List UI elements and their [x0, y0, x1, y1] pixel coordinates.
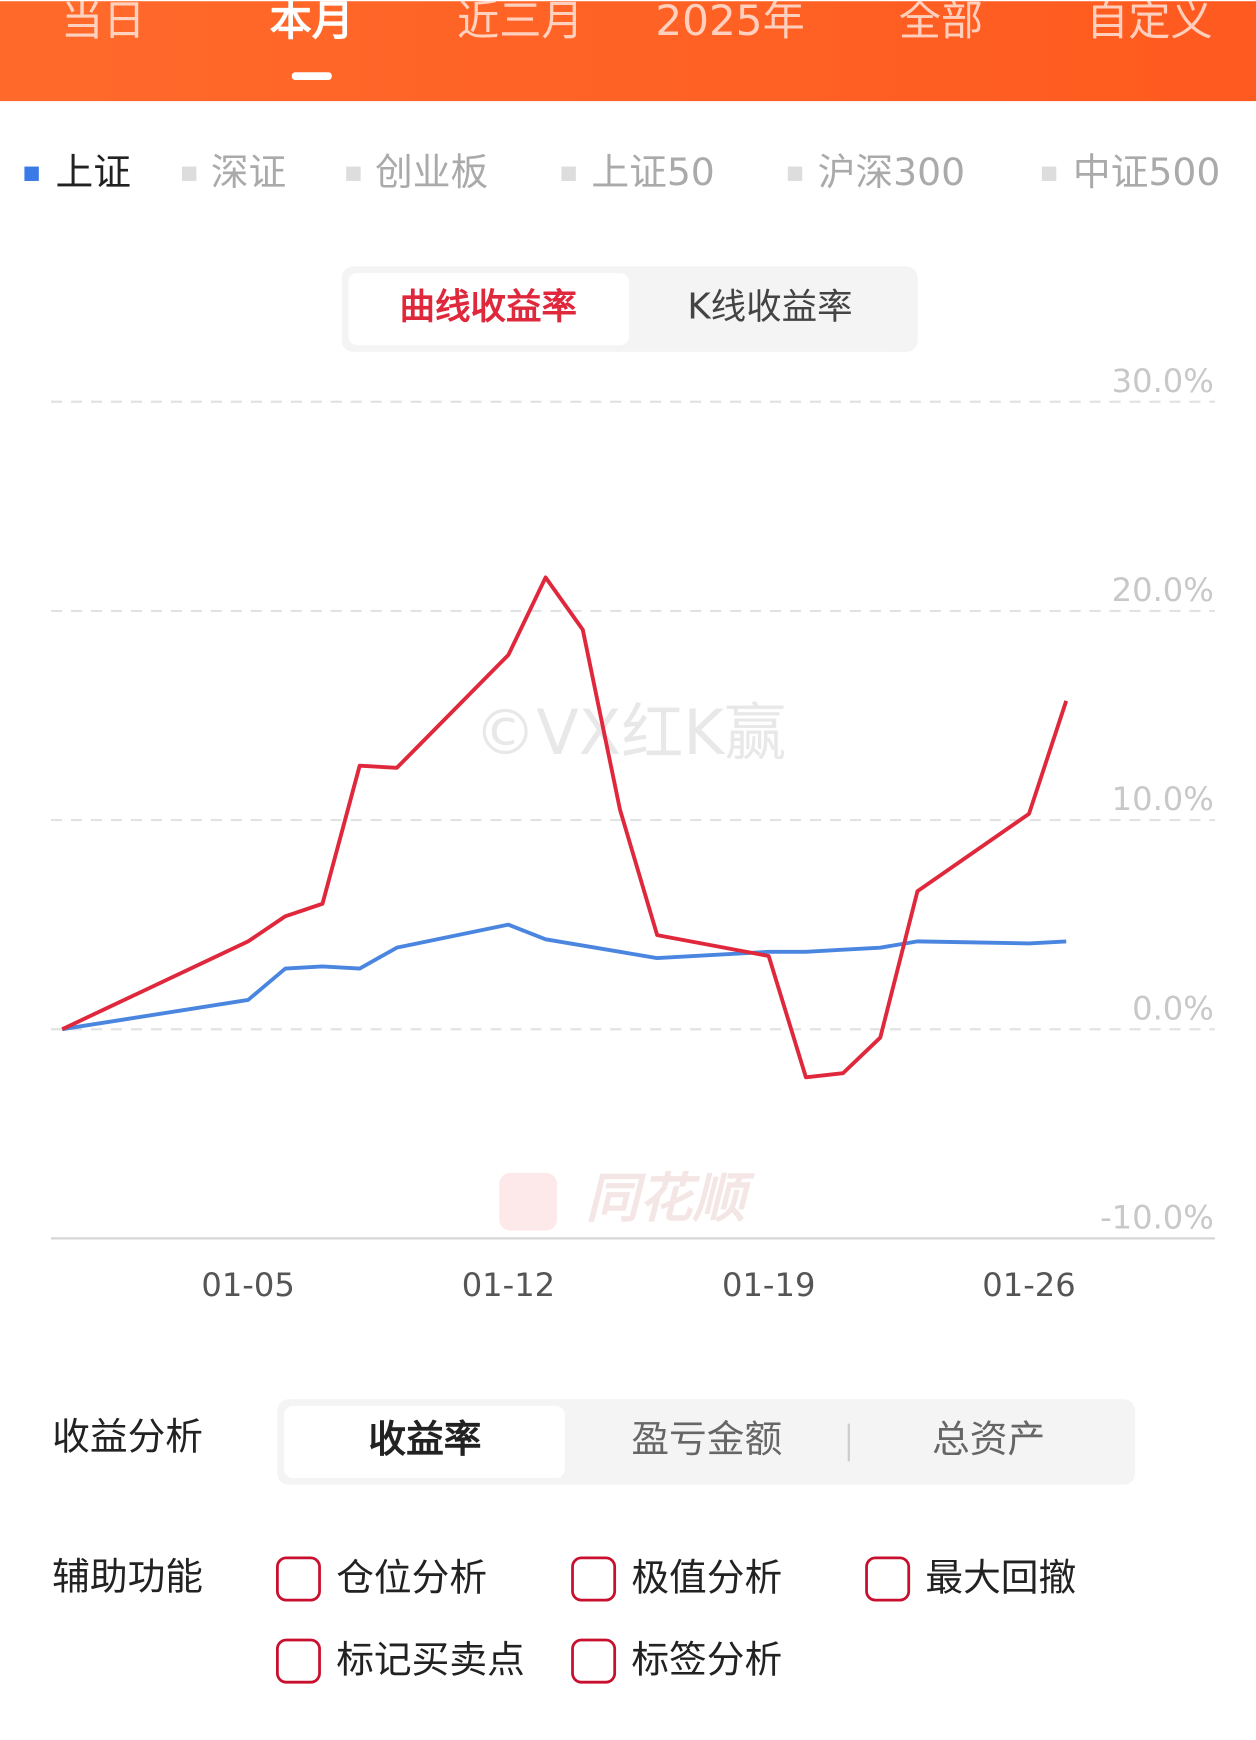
index-marker — [1041, 166, 1057, 181]
section-label: 辅助功能 — [52, 1554, 203, 1598]
checkbox[interactable] — [571, 1638, 617, 1684]
header-bar — [0, 1, 1256, 102]
y-tick-label: 20.0% — [1112, 571, 1214, 609]
segment-option[interactable]: 总资产 — [932, 1417, 1045, 1461]
toggle-active — [348, 273, 630, 346]
toggle-option[interactable]: K线收益率 — [687, 287, 852, 328]
logo — [499, 1172, 557, 1231]
segment-active — [284, 1405, 565, 1479]
index-tab[interactable]: 中证500 — [1073, 150, 1220, 194]
x-tick-label: 01-05 — [201, 1266, 294, 1304]
watermark: ©VX红K赢 — [474, 696, 786, 769]
tab-indicator — [291, 72, 332, 81]
index-tab[interactable]: 沪深300 — [818, 150, 965, 194]
top-tab[interactable]: 自定义 — [1086, 0, 1212, 45]
toggle-option[interactable]: 曲线收益率 — [399, 287, 577, 328]
checkbox-label[interactable]: 最大回撤 — [925, 1556, 1076, 1600]
checkbox-label[interactable]: 极值分析 — [631, 1556, 782, 1600]
top-tab[interactable]: 当日 — [61, 0, 145, 45]
x-tick-label: 01-19 — [722, 1266, 815, 1304]
section-label: 收益分析 — [52, 1415, 203, 1459]
x-tick-label: 01-12 — [462, 1266, 555, 1304]
x-tick-label: 01-26 — [982, 1266, 1075, 1304]
top-tab[interactable]: 近三月 — [457, 0, 583, 45]
index-tab[interactable]: 上证 — [55, 150, 130, 194]
index-tab[interactable]: 深证 — [211, 150, 286, 194]
index-tab[interactable]: 创业板 — [375, 150, 488, 194]
segment-option[interactable]: 盈亏金额 — [631, 1417, 782, 1461]
checkbox[interactable] — [275, 1638, 321, 1684]
top-tab[interactable]: 全部 — [899, 0, 983, 45]
checkbox[interactable] — [571, 1556, 617, 1602]
checkbox-label[interactable]: 仓位分析 — [336, 1556, 487, 1600]
index-marker — [24, 166, 39, 181]
index-marker — [181, 166, 197, 181]
line-series — [61, 922, 1067, 1032]
index-tab[interactable]: 上证50 — [591, 150, 714, 194]
checkbox-label[interactable]: 标签分析 — [631, 1638, 782, 1682]
top-tab[interactable]: 本月 — [270, 0, 354, 45]
checkbox-label[interactable]: 标记买卖点 — [336, 1638, 525, 1682]
segment-option[interactable]: 收益率 — [368, 1417, 481, 1461]
checkbox[interactable] — [275, 1556, 321, 1602]
top-tab[interactable]: 2025年 — [655, 0, 804, 45]
y-tick-label: 10.0% — [1112, 780, 1214, 818]
index-marker — [561, 166, 576, 181]
line-series — [61, 575, 1069, 1080]
index-marker — [787, 166, 803, 181]
checkbox[interactable] — [865, 1556, 911, 1602]
y-tick-label: 30.0% — [1112, 362, 1214, 400]
watermark: 同花顺 — [586, 1167, 756, 1229]
y-tick-label: -10.0% — [1100, 1199, 1214, 1237]
y-tick-label: 0.0% — [1132, 989, 1214, 1027]
index-marker — [346, 166, 361, 181]
